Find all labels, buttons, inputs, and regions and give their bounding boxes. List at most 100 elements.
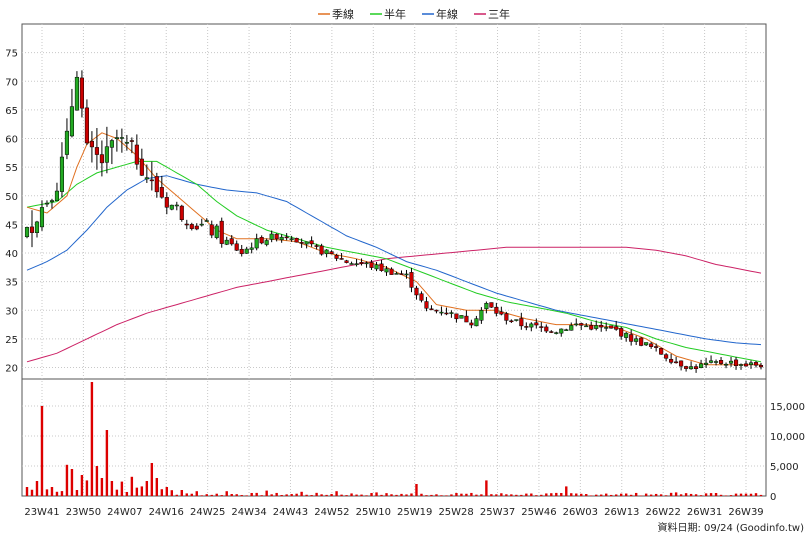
volume-bar: [190, 493, 193, 496]
volume-bar: [240, 495, 243, 496]
candle-body: [289, 238, 294, 240]
volume-bar: [580, 493, 583, 496]
candle-body: [504, 313, 509, 321]
volume-bar: [405, 494, 408, 496]
candle-body: [334, 255, 339, 259]
candle-body: [714, 361, 719, 363]
volume-bar: [430, 494, 433, 496]
y-tick-label: 65: [5, 106, 18, 117]
y-tick-label: 35: [5, 278, 18, 289]
candle-body: [439, 311, 444, 314]
candle-body: [169, 204, 174, 210]
volume-tick-label: 10,000: [770, 432, 805, 443]
candle-body: [179, 205, 184, 220]
volume-bar: [505, 494, 508, 496]
candle-body: [449, 312, 454, 314]
candle-body: [249, 247, 254, 250]
candle-body: [524, 326, 529, 328]
candle-body: [484, 302, 489, 310]
volume-bar: [610, 494, 613, 496]
candle-body: [119, 137, 124, 139]
candle-body: [674, 361, 679, 364]
candle-body: [748, 362, 754, 365]
x-tick-label: 26W13: [604, 507, 639, 518]
volume-bar: [320, 494, 323, 496]
volume-bar: [629, 494, 633, 496]
volume-bar: [565, 486, 568, 496]
volume-bar: [135, 487, 139, 496]
x-tick-label: 24W07: [107, 507, 142, 518]
volume-bar: [540, 494, 543, 496]
candle-body: [314, 245, 319, 247]
candle-body: [624, 332, 629, 338]
volume-tick-label: 15,000: [770, 402, 805, 413]
volume-bar: [100, 478, 104, 496]
candle-body: [549, 331, 554, 333]
volume-panel-border: [21, 378, 767, 497]
volume-bar: [260, 495, 263, 496]
candle-body: [59, 156, 65, 192]
volume-bar: [644, 493, 648, 496]
candle-body: [584, 325, 589, 328]
candle-body: [464, 315, 469, 323]
volume-bar: [255, 492, 258, 496]
x-tick-label: 24W25: [190, 507, 225, 518]
candle-body: [264, 240, 269, 245]
volume-bar: [80, 475, 84, 496]
volume-bar: [714, 493, 718, 496]
volume-bar: [310, 495, 313, 496]
candle-body: [279, 236, 284, 241]
volume-bar: [729, 495, 733, 496]
candle-body: [534, 322, 539, 326]
volume-bar: [220, 495, 223, 496]
volume-bar: [130, 476, 134, 496]
volume-bar: [345, 495, 348, 496]
candle-body: [49, 200, 55, 202]
volume-bar: [355, 494, 358, 496]
candle-body: [394, 273, 399, 275]
candle-body: [74, 76, 79, 111]
candle-body: [664, 354, 669, 359]
volume-bar: [460, 493, 463, 496]
candle-body: [723, 363, 729, 366]
volume-bar: [245, 495, 248, 496]
x-tick-label: 24W52: [314, 507, 349, 518]
candle-body: [374, 264, 379, 270]
candle-body: [349, 263, 354, 265]
volume-bar: [415, 484, 418, 496]
y-tick-label: 60: [5, 135, 18, 146]
candle-body: [554, 332, 559, 334]
volume-bar: [510, 494, 513, 496]
candle-body: [733, 359, 739, 367]
candle-body: [199, 223, 204, 226]
candle-body: [319, 245, 324, 255]
candle-body: [639, 337, 644, 346]
candle-body: [738, 364, 744, 366]
candle-body: [339, 258, 344, 260]
volume-bar: [290, 494, 293, 496]
volume-bar: [25, 487, 29, 496]
candle-body: [594, 325, 599, 329]
candle-body: [104, 146, 109, 163]
candle-body: [304, 241, 309, 245]
candle-body: [329, 251, 334, 255]
volume-bar: [390, 494, 393, 496]
volume-bar: [235, 494, 238, 496]
candle-body: [753, 362, 759, 366]
volume-bar: [435, 494, 438, 496]
volume-bar: [110, 481, 114, 496]
volume-bar: [230, 494, 233, 496]
candle-body: [159, 187, 164, 198]
volume-bar: [85, 480, 89, 496]
ma-line-ma_h: [26, 160, 762, 363]
candle-body: [219, 220, 224, 244]
candle-body: [409, 272, 414, 288]
candle-body: [619, 328, 624, 337]
ma-line-ma_y: [26, 175, 762, 346]
volume-bar: [385, 493, 388, 496]
volume-bar: [185, 493, 188, 496]
x-tick-label: 24W16: [149, 507, 184, 518]
volume-bar: [709, 493, 713, 496]
candle-body: [274, 233, 279, 240]
volume-bar: [165, 487, 169, 496]
